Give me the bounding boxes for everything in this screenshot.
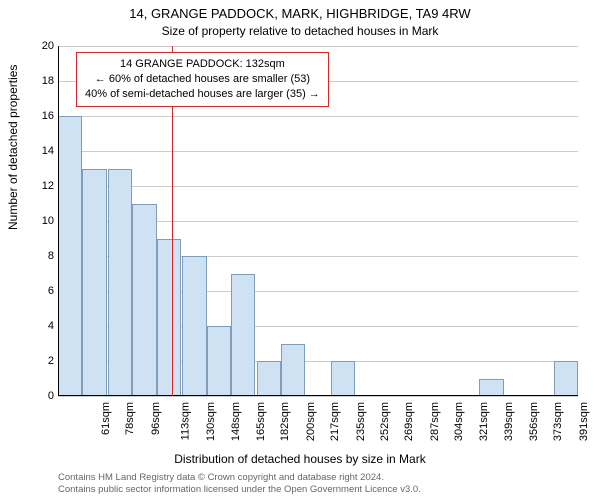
footer-attribution: Contains HM Land Registry data © Crown c… <box>58 472 421 496</box>
x-tick: 217sqm <box>329 402 341 441</box>
y-tick: 16 <box>4 110 54 122</box>
gridline <box>58 116 578 117</box>
x-tick: 113sqm <box>180 402 192 440</box>
chart-container: 14, GRANGE PADDOCK, MARK, HIGHBRIDGE, TA… <box>0 0 600 500</box>
y-tick: 14 <box>4 145 54 157</box>
gridline <box>58 396 578 397</box>
bar <box>257 361 281 396</box>
bar <box>281 344 305 397</box>
y-tick: 2 <box>4 355 54 367</box>
gridline <box>58 46 578 47</box>
bar <box>554 361 578 396</box>
x-tick: 61sqm <box>100 402 112 435</box>
annotation-line2: ← 60% of detached houses are smaller (53… <box>85 72 320 87</box>
bar <box>132 204 156 397</box>
x-tick: 96sqm <box>150 402 162 435</box>
x-tick: 235sqm <box>355 402 367 441</box>
y-tick: 8 <box>4 250 54 262</box>
footer-line2: Contains public sector information licen… <box>58 484 421 496</box>
x-tick: 321sqm <box>478 402 490 441</box>
bar <box>207 326 231 396</box>
x-axis-label: Distribution of detached houses by size … <box>0 452 600 466</box>
bar <box>157 239 181 397</box>
bar <box>479 379 503 397</box>
y-tick: 10 <box>4 215 54 227</box>
x-tick: 339sqm <box>503 402 515 441</box>
annotation-box: 14 GRANGE PADDOCK: 132sqm← 60% of detach… <box>76 52 329 107</box>
bar <box>82 169 106 397</box>
x-tick: 391sqm <box>578 402 590 441</box>
y-tick: 0 <box>4 390 54 402</box>
x-tick: 252sqm <box>379 402 391 441</box>
y-tick: 4 <box>4 320 54 332</box>
x-tick: 130sqm <box>205 402 217 441</box>
footer-line1: Contains HM Land Registry data © Crown c… <box>58 472 421 484</box>
gridline <box>58 186 578 187</box>
bar <box>182 256 206 396</box>
x-tick: 165sqm <box>255 402 267 441</box>
y-tick: 18 <box>4 75 54 87</box>
chart-title-line2: Size of property relative to detached ho… <box>0 24 600 38</box>
gridline <box>58 151 578 152</box>
chart-title-line1: 14, GRANGE PADDOCK, MARK, HIGHBRIDGE, TA… <box>0 6 600 21</box>
x-tick: 373sqm <box>552 402 564 441</box>
bar <box>58 116 82 396</box>
annotation-line3: 40% of semi-detached houses are larger (… <box>85 87 320 102</box>
x-tick: 304sqm <box>453 402 465 441</box>
plot-area: 14 GRANGE PADDOCK: 132sqm← 60% of detach… <box>58 46 578 396</box>
bar <box>108 169 132 397</box>
y-tick: 12 <box>4 180 54 192</box>
y-tick: 20 <box>4 40 54 52</box>
x-tick: 269sqm <box>403 402 415 441</box>
x-tick: 287sqm <box>429 402 441 441</box>
x-tick: 148sqm <box>231 402 243 441</box>
x-tick: 356sqm <box>528 402 540 441</box>
y-tick: 6 <box>4 285 54 297</box>
bar <box>231 274 255 397</box>
x-tick: 182sqm <box>279 402 291 441</box>
x-tick: 200sqm <box>305 402 317 441</box>
x-tick: 78sqm <box>124 402 136 435</box>
annotation-line1: 14 GRANGE PADDOCK: 132sqm <box>85 57 320 72</box>
bar <box>331 361 355 396</box>
